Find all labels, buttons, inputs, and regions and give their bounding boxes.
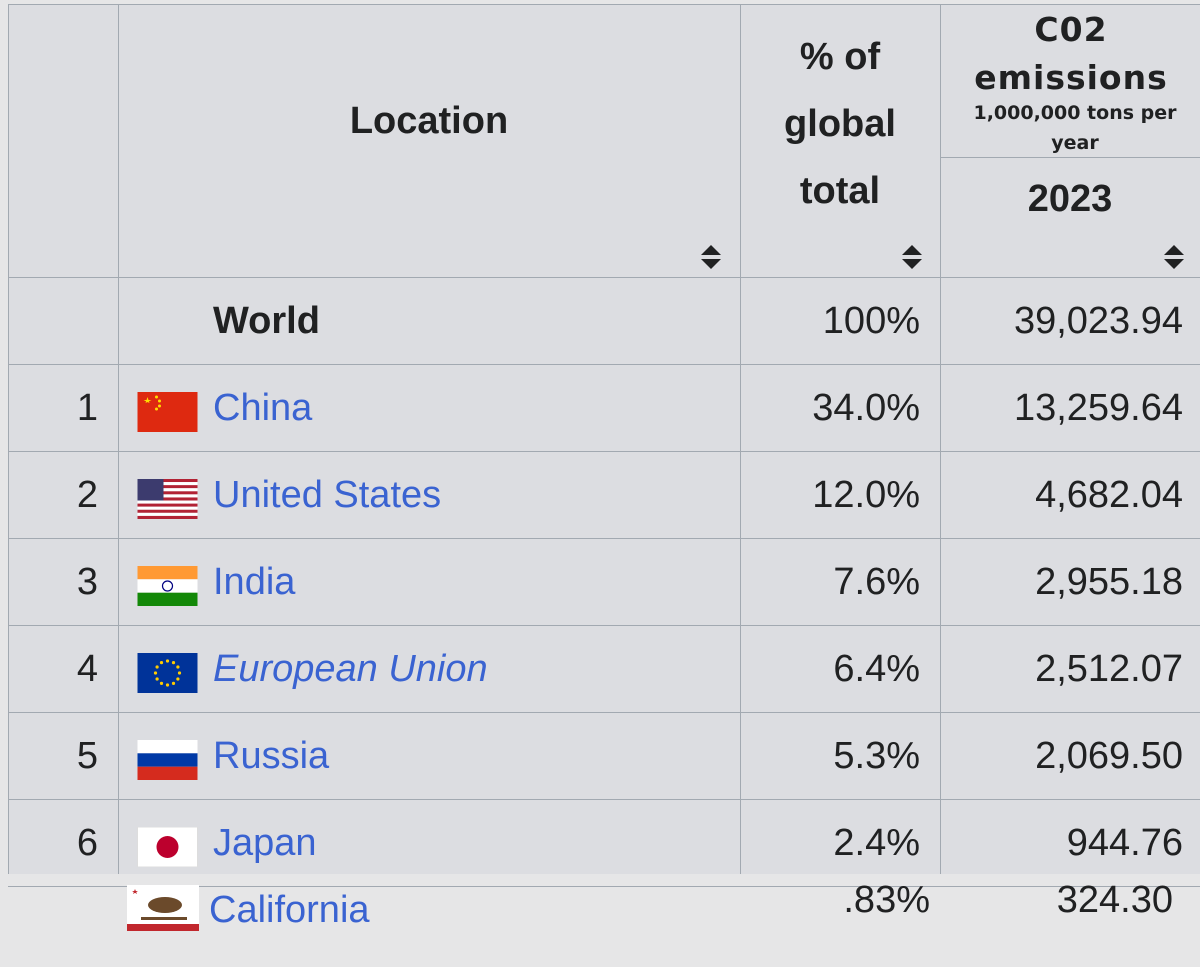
location-link[interactable]: Japan bbox=[213, 822, 317, 864]
emissions-cell: 2,955.18 bbox=[1035, 561, 1183, 603]
border bbox=[8, 625, 1200, 626]
location-link[interactable]: India bbox=[213, 561, 296, 603]
percent-cell: 34.0% bbox=[812, 387, 920, 429]
border bbox=[8, 886, 1200, 887]
percent-header[interactable]: % of global total bbox=[784, 36, 896, 212]
border bbox=[940, 157, 1200, 158]
emissions-cell: 4,682.04 bbox=[1035, 474, 1183, 516]
emissions-header: C02 emissions bbox=[974, 10, 1168, 97]
rank-cell: 3 bbox=[76, 561, 98, 603]
flag bbox=[137, 479, 198, 519]
rank-cell: 6 bbox=[76, 822, 98, 864]
percent-cell: 100% bbox=[822, 300, 920, 342]
sort-icon[interactable] bbox=[700, 244, 722, 270]
location-header[interactable]: Location bbox=[349, 100, 509, 142]
border bbox=[8, 451, 1200, 452]
border bbox=[740, 4, 741, 874]
location-link[interactable]: California bbox=[209, 889, 370, 931]
percent-cell: 6.4% bbox=[833, 648, 920, 690]
sort-icon[interactable] bbox=[1163, 244, 1185, 270]
location-link[interactable]: China bbox=[213, 387, 313, 429]
flag bbox=[137, 740, 198, 780]
location-link[interactable]: United States bbox=[213, 474, 442, 516]
percent-cell: 12.0% bbox=[812, 474, 920, 516]
percent-cell: 7.6% bbox=[833, 561, 920, 603]
border bbox=[8, 799, 1200, 800]
emissions-cell: 2,512.07 bbox=[1035, 648, 1183, 690]
percent-cell: 5.3% bbox=[833, 735, 920, 777]
percent-cell: 2.4% bbox=[833, 822, 920, 864]
flag bbox=[127, 885, 199, 931]
border bbox=[118, 4, 119, 874]
emissions-cell: 39,023.94 bbox=[1013, 300, 1183, 342]
emissions-unit: 1,000,000 tons per year bbox=[973, 102, 1177, 154]
sort-icon[interactable] bbox=[901, 244, 923, 270]
rank-cell: 2 bbox=[76, 474, 98, 516]
location-cell: World bbox=[213, 300, 320, 342]
year-header[interactable]: 2023 bbox=[1027, 178, 1113, 220]
border bbox=[8, 4, 9, 874]
location-link[interactable]: European Union bbox=[213, 648, 488, 690]
percent-cell: .83% bbox=[843, 879, 930, 921]
emissions-cell: 2,069.50 bbox=[1035, 735, 1183, 777]
border bbox=[8, 538, 1200, 539]
border bbox=[940, 4, 941, 874]
emissions-cell: 13,259.64 bbox=[1013, 387, 1183, 429]
flag bbox=[137, 827, 198, 867]
emissions-cell: 324.30 bbox=[1056, 879, 1173, 921]
border bbox=[8, 4, 1200, 5]
rank-cell: 1 bbox=[76, 387, 98, 429]
flag bbox=[137, 653, 198, 693]
border bbox=[8, 712, 1200, 713]
rank-cell: 4 bbox=[76, 648, 98, 690]
flag bbox=[137, 392, 198, 432]
emissions-cell: 944.76 bbox=[1066, 822, 1183, 864]
location-link[interactable]: Russia bbox=[213, 735, 330, 777]
border bbox=[8, 277, 1200, 278]
flag bbox=[137, 566, 198, 606]
table bbox=[8, 4, 1200, 874]
border bbox=[8, 364, 1200, 365]
rank-cell: 5 bbox=[76, 735, 98, 777]
